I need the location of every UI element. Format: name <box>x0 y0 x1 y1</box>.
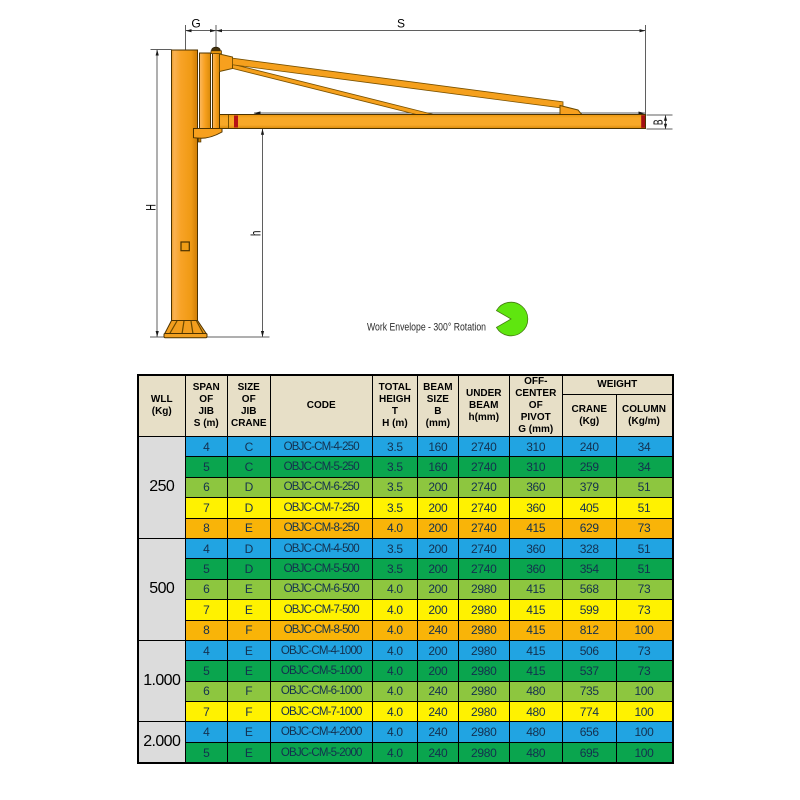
svg-text:B: B <box>652 119 666 125</box>
svg-text:h: h <box>248 231 264 237</box>
svg-text:H: H <box>143 204 158 210</box>
svg-text:G: G <box>191 17 200 31</box>
svg-text:Work Envelope - 300° Rotation: Work Envelope - 300° Rotation <box>367 322 486 334</box>
svg-text:S: S <box>397 17 405 31</box>
